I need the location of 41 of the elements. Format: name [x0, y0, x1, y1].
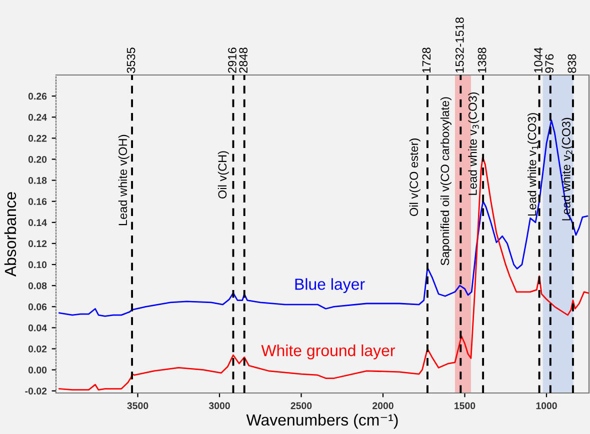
y-tick-label: 0.00 [28, 366, 47, 374]
x-tick-label: 1000 [536, 402, 557, 410]
y-tick-label: 0.14 [28, 219, 47, 226]
ref-line-label: 1728 [422, 48, 431, 73]
x-tick-label: 2000 [372, 402, 394, 410]
y-tick-label: 0.10 [28, 261, 47, 268]
annotation: Oil v(CO ester) [409, 138, 420, 216]
y-tick-label: 0.26 [28, 92, 47, 100]
ref-line-label: 3535 [126, 48, 136, 73]
y-tick-label: 0.04 [28, 324, 47, 332]
y-tick-label: 0.02 [28, 346, 47, 352]
y-tick-label: 0.08 [28, 282, 47, 290]
y-tick-label: -0.02 [25, 388, 47, 395]
ref-line-label: 2848 [239, 48, 248, 73]
series-label: White ground layer [261, 344, 395, 360]
series-label: Blue layer [295, 278, 365, 294]
y-tick-label: 0.12 [28, 240, 47, 248]
ref-line-label: 1044 [534, 47, 542, 73]
annotation: Lead white v(OH) [118, 134, 130, 226]
text: 1532-1518 [455, 17, 464, 73]
y-tick-label: 0.06 [28, 303, 47, 310]
ref-line-label: 2916 [228, 48, 236, 73]
y-tick-label: 0.24 [28, 114, 47, 121]
annotation: Lead white v$_{2}$(CO3) [562, 118, 573, 220]
x-tick-label: 1500 [454, 402, 476, 410]
x-tick-label: 3000 [208, 402, 230, 410]
annotation: Lead white v$_{3}$(CO3) [468, 92, 480, 195]
x-tick-label: 2500 [290, 402, 312, 410]
y-axis-title: Absorbance [4, 192, 16, 277]
x-axis-title: Wavenumbers (cm⁻¹) [246, 414, 398, 429]
annotation: Saponified oil v(CO carboxylate) [440, 97, 452, 266]
x-tick-label: 3500 [127, 402, 148, 410]
ref-line-label: 838 [568, 54, 576, 73]
y-tick-label: 0.18 [28, 177, 47, 184]
y-tick-label: 0.16 [28, 198, 47, 205]
ref-line-label: 976 [545, 54, 554, 73]
annotation: Oil v(CH) [218, 151, 229, 198]
y-tick-label: 0.20 [28, 156, 47, 163]
y-tick-label: 0.22 [28, 134, 47, 142]
ref-line-label: 1388 [478, 48, 486, 73]
annotation: Lead white v$_{1}$(CO3) [528, 113, 539, 216]
